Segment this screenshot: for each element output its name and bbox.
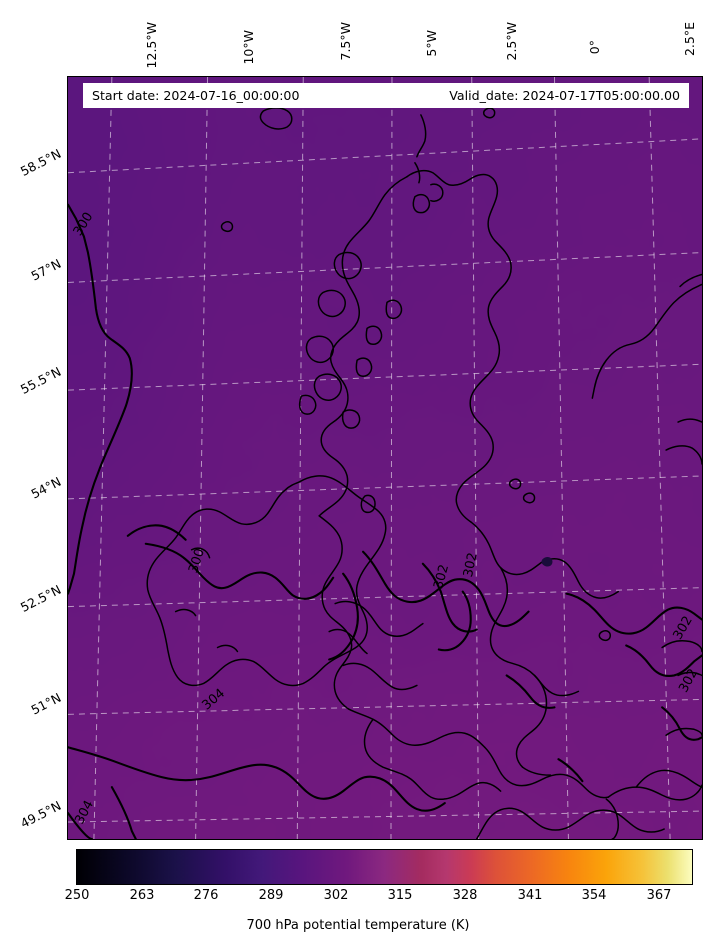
date-annotation-bar: Start date: 2024-07-16_00:00:00 Valid_da… [83,83,689,108]
map-overlay: 300 300 302 302 302 302 304 304 [68,77,702,839]
lon-tick-label: 12.5°W [144,22,159,69]
lon-tick-label: 5°W [424,30,439,57]
lon-tick-label: 10°W [241,30,256,65]
lon-tick-label: 7.5°W [338,22,353,61]
colorbar-tick-label: 289 [258,888,284,903]
lat-tick-label: 52.5°N [17,581,64,615]
start-date-label: Start date: 2024-07-16_00:00:00 [92,88,300,103]
lon-tick-label: 2.5°E [682,22,697,57]
colorbar-gradient [77,850,692,884]
contour-label: 302 [676,666,701,695]
potential-temperature-field [68,77,702,839]
lat-tick-label: 57°N [28,255,64,284]
colorbar-title: 700 hPa potential temperature (K) [246,918,470,933]
contour-label: 302 [461,551,481,578]
contour-label: 300 [186,547,208,575]
contour-label: 304 [199,686,228,713]
lat-tick-label: 58.5°N [17,145,64,179]
lat-tick-label: 51°N [28,689,64,718]
map-axes: 300 300 302 302 302 302 304 304 Start da… [67,76,703,840]
colorbar-tick-label: 315 [387,888,413,903]
colorbar-tick-label: 302 [323,888,349,903]
lon-tick-label: 2.5°W [504,22,519,61]
contour-label-group: 300 300 302 302 302 302 304 304 [71,210,702,827]
colorbar-tick-label: 341 [517,888,543,903]
lat-tick-label: 54°N [28,473,64,502]
colorbar [76,849,693,885]
coastlines [146,107,702,839]
lat-tick-label: 55.5°N [17,363,64,397]
colorbar-tick-label: 354 [581,888,607,903]
colorbar-tick-label: 263 [129,888,155,903]
colorbar-tick-label: 250 [64,888,90,903]
contour-label: 304 [72,798,97,827]
valid-date-label: Valid_date: 2024-07-17T05:00:00.00 [449,88,680,103]
lat-tick-label: 49.5°N [17,797,64,831]
colorbar-tick-label: 328 [452,888,478,903]
colorbar-tick-label: 367 [646,888,672,903]
graticule-gridlines [68,77,702,839]
colorbar-tick-label: 276 [193,888,219,903]
contour-label: 302 [671,614,696,643]
contour-label: 302 [431,563,452,591]
